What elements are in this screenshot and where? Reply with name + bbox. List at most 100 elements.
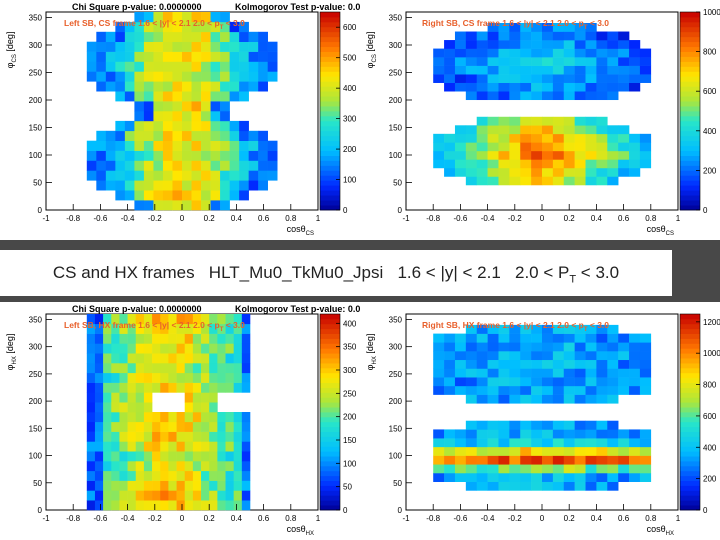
heatmap-cell [629,133,641,143]
heatmap-cell [531,167,543,177]
heatmap-cell [217,323,226,334]
heatmap-cell [487,91,499,101]
heatmap-cell [607,133,619,143]
y-tick-label: 100 [29,452,43,461]
heatmap-cell [596,394,608,404]
color-scale-segment [680,318,700,325]
heatmap-cell [433,455,445,465]
heatmap-cell [618,368,630,378]
heatmap-cell [476,176,488,186]
heatmap-cell [629,377,641,387]
heatmap-cell [135,451,145,462]
heatmap-cell [143,101,154,112]
heatmap-cell [217,451,226,462]
color-scale-segment [680,195,700,201]
heatmap-cell [607,377,619,387]
z-tick-label: 800 [703,381,717,390]
color-scale-segment [680,16,700,23]
heatmap-cell [168,441,177,452]
z-tick-label: 200 [703,475,717,484]
heatmap-cell [209,451,218,462]
color-scale-segment [680,115,700,122]
heatmap-cell [143,111,154,122]
heatmap-cell [241,421,251,432]
heatmap-cell [153,71,164,82]
heatmap-cell [105,51,116,62]
heatmap-cell [476,342,488,352]
heatmap-cell [134,101,145,112]
heatmap-cell [542,359,554,369]
heatmap-cell [96,140,107,151]
heatmap-cell [454,159,467,169]
heatmap-cell [542,420,554,430]
color-scale-segment [320,372,340,379]
heatmap-cell [162,61,173,72]
heatmap-cell [210,120,221,132]
heatmap-cell [629,150,641,160]
heatmap-cell [498,394,510,404]
heatmap-cell [487,429,499,439]
heatmap-cell [184,500,194,511]
heatmap-cell [487,74,499,83]
heatmap-cell [596,74,608,83]
heatmap-cell [563,481,575,491]
color-scale-segment [320,451,340,457]
heatmap-cell [162,71,173,82]
heatmap-cell [498,446,510,456]
heatmap-cell [596,57,608,66]
heatmap-cell [476,446,488,456]
heatmap-cell [233,500,243,511]
heatmap-cell [217,421,226,432]
color-scale-segment [320,170,340,176]
y-axis-title-sub: CS [12,54,18,62]
heatmap-cell [225,363,234,374]
heatmap-cell [94,372,104,383]
heatmap-cell [552,429,565,439]
heatmap-cell [498,125,510,135]
heatmap-cell [201,61,211,72]
heatmap-cell [152,382,161,393]
heatmap-cell [465,351,478,361]
heatmap-cell [585,420,597,430]
y-tick-label: 250 [29,69,43,78]
heatmap-cell [111,343,120,354]
y-tick-label: 150 [389,124,403,133]
heatmap-cell [182,21,192,33]
x-tick-label: -0.2 [508,514,522,523]
heatmap-cell [542,351,554,361]
y-axis-title-sub: HX [12,356,18,364]
heatmap-cell [531,455,543,465]
heatmap-cell [520,142,532,152]
color-scale-segment [320,358,340,364]
heatmap-cell [520,23,532,32]
heatmap-cell [143,71,154,82]
heatmap-cell [134,200,145,211]
x-tick-label: 0.2 [204,514,216,523]
heatmap-cell [444,359,456,369]
heatmap-cell [115,170,126,181]
heatmap-cell [134,51,145,62]
heatmap-cell [153,111,164,122]
heatmap-cell [454,142,467,152]
heatmap-cell [465,142,478,152]
heatmap-cell [433,472,445,482]
heatmap-cell [465,438,478,448]
heatmap-cell [160,490,169,501]
x-tick-label: -0.6 [454,214,468,223]
x-axis-title: cosθHX [647,524,674,537]
heatmap-cell [585,385,597,395]
heatmap-cell [498,464,510,474]
frame-title-tail: < 3.0 [588,18,610,28]
heatmap-cell [86,451,96,462]
heatmap-cell [629,342,641,352]
heatmap-cell [509,481,521,491]
heatmap-cell [542,82,554,92]
heatmap-cell [229,170,240,181]
heatmap-cell [96,41,107,52]
heatmap-cell [433,438,445,448]
heatmap-cell [210,101,221,112]
heatmap-cell [152,353,161,364]
heatmap-cell [191,21,202,33]
heatmap-cell [201,71,211,82]
color-scale-segment [320,402,340,408]
